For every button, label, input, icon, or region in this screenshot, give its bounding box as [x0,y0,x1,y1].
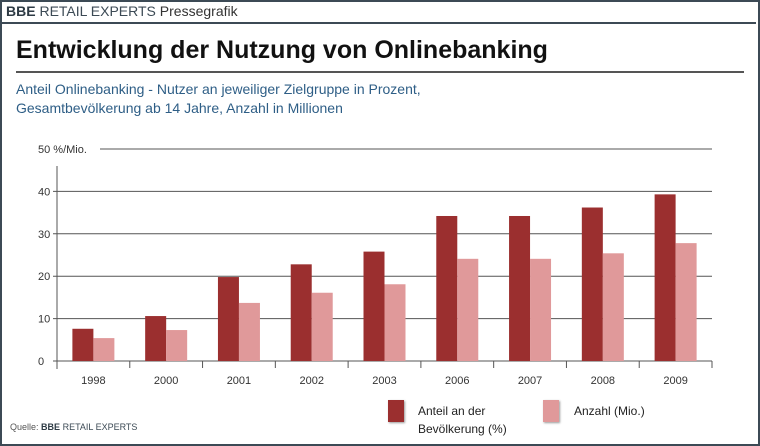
x-tick-label: 2007 [518,375,542,387]
x-tick-label: 1998 [81,375,105,387]
chart-title: Entwicklung der Nutzung von Onlinebankin… [16,36,548,64]
brand-bold: BBE [6,3,36,19]
x-tick-label: 2002 [299,375,323,387]
source-note: Quelle: BBE RETAIL EXPERTS [10,422,137,432]
bar-anzahl [166,330,188,361]
source-brand: RETAIL EXPERTS [62,422,138,432]
header-label: Pressegrafik [159,3,238,19]
bar-anteil [436,215,458,361]
x-tick-label: 2009 [663,375,687,387]
legend-label-anzahl: Anzahl (Mio.) [574,404,645,418]
y-tick-label: 10 [38,314,50,326]
bar-anteil [509,215,531,361]
chart-subtitle: Anteil Onlinebanking - Nutzer an jeweili… [16,80,421,118]
bar-anzahl [530,258,552,361]
subtitle-line-2: Gesamtbevölkerung ab 14 Jahre, Anzahl in… [16,100,343,116]
x-tick-label: 2003 [372,375,396,387]
bar-anzahl [457,258,479,361]
bar-anteil [654,194,676,361]
bar-anteil [217,277,239,361]
bar-anzahl [311,292,333,361]
source-brand-bold: BBE [41,422,61,432]
x-tick-label: 2001 [227,375,251,387]
y-tick-label: 30 [38,229,50,241]
bar-anteil [581,207,603,361]
header-bar: BBE RETAIL EXPERTS Pressegrafik [0,0,756,24]
y-tick-label: 0 [38,356,44,368]
bar-anzahl [602,253,624,361]
bar-anzahl [675,243,697,361]
y-tick-label: 40 [38,186,50,198]
brand: RETAIL EXPERTS [39,3,156,19]
legend-swatch-anteil [388,400,404,422]
bar-anzahl [93,338,115,361]
bar-anteil [72,328,94,361]
bar-anzahl [238,302,260,361]
bar-anzahl [384,284,406,361]
legend-label-anteil: Anteil an der Bevölkerung (%) [418,402,507,438]
legend-line-2: Bevölkerung (%) [418,422,507,436]
x-tick-label: 2000 [154,375,178,387]
bar-anteil [363,251,385,361]
source-label: Quelle: [10,422,39,432]
legend-line-1: Anteil an der [418,404,486,418]
bar-anteil [290,264,312,361]
legend-swatch-anzahl [543,400,559,422]
x-tick-label: 2006 [445,375,469,387]
x-tick-label: 2008 [591,375,615,387]
bar-anteil [145,316,167,361]
y-tick-label: 20 [38,271,50,283]
y-tick-label: 50 %/Mio. [38,144,87,156]
subtitle-line-1: Anteil Onlinebanking - Nutzer an jeweili… [16,81,421,97]
title-rule [16,71,744,73]
